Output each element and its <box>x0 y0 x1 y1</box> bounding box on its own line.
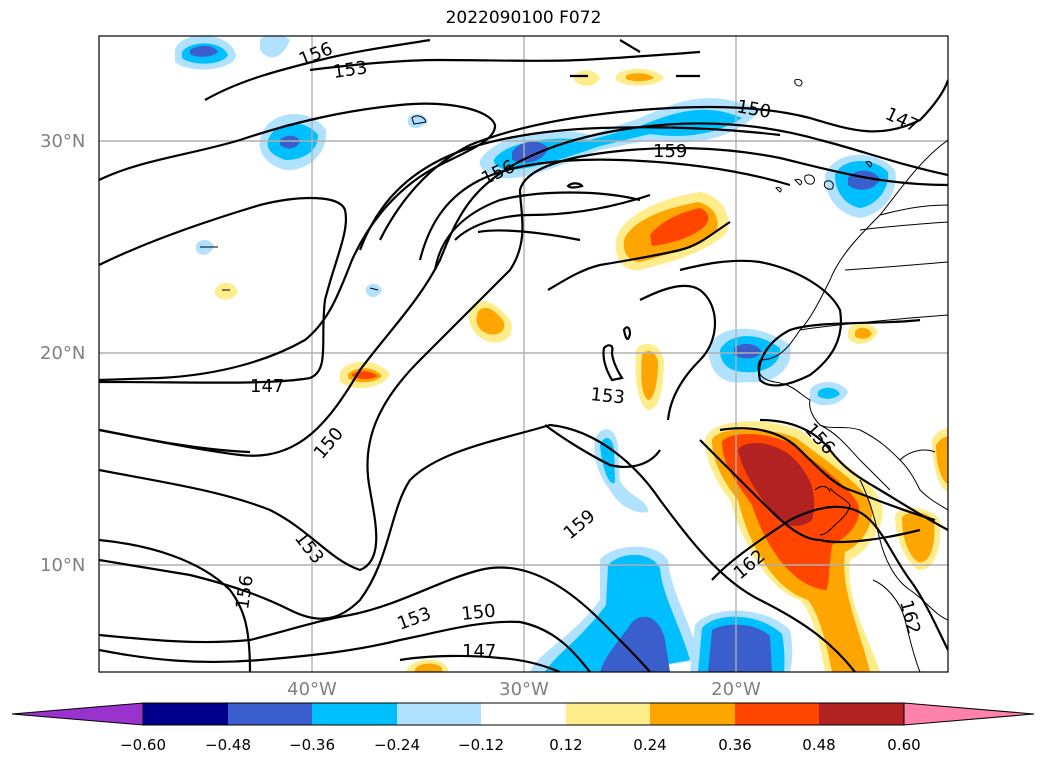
small-contours <box>200 115 427 291</box>
plot-frame <box>98 35 949 673</box>
colorbar-tick: 0.12 <box>549 736 583 754</box>
colorbar-segment <box>481 703 566 725</box>
colorbar-segment <box>312 703 397 725</box>
contour-label: 147 <box>250 376 284 397</box>
contour-label: 156 <box>296 38 336 70</box>
colorbar-tick: 0.48 <box>802 736 836 754</box>
contour-label: 162 <box>895 598 924 637</box>
lat-label-30n: 30°N <box>40 131 86 152</box>
lat-label-10n: 10°N <box>40 555 86 576</box>
colorbar-segment <box>143 703 228 725</box>
colorbar-tick: −0.36 <box>289 736 335 754</box>
colorbar-tick: 0.60 <box>887 736 921 754</box>
contour-label: 153 <box>332 57 369 83</box>
lon-label-30w: 30°W <box>499 679 549 700</box>
colorbar-extend-low <box>11 702 144 726</box>
colorbar-segment <box>650 703 735 725</box>
contour-label: 150 <box>460 600 496 624</box>
contour-label: 153 <box>589 384 625 408</box>
map-title: 2022090100 F072 <box>445 8 602 28</box>
height-contours <box>99 38 948 672</box>
contour-label: 156 <box>232 574 258 611</box>
colorbar-segment <box>397 703 481 725</box>
contour-label: 153 <box>395 603 434 634</box>
contour-label: 147 <box>462 641 496 662</box>
colorbar-segment <box>819 703 904 725</box>
colorbar-tick: −0.48 <box>205 736 251 754</box>
colorbar-tick: 0.24 <box>633 736 667 754</box>
colorbar-tick: −0.12 <box>458 736 504 754</box>
graticule <box>99 36 948 672</box>
lat-label-20n: 20°N <box>40 343 86 364</box>
colorbar-extend-high <box>903 702 1035 726</box>
contour-label: 159 <box>560 506 600 544</box>
colorbar-segment <box>566 703 650 725</box>
contour-label: 147 <box>882 103 922 137</box>
contour-label: 153 <box>290 528 328 568</box>
contour-label: 159 <box>653 141 687 162</box>
lon-label-20w: 20°W <box>711 679 761 700</box>
colorbar <box>11 702 1035 726</box>
colorbar-segment <box>228 703 312 725</box>
colorbar-tick: −0.24 <box>374 736 420 754</box>
lon-label-40w: 40°W <box>287 679 337 700</box>
colorbar-tick: −0.60 <box>120 736 166 754</box>
colorbar-segment <box>735 703 819 725</box>
colorbar-tick: 0.36 <box>718 736 752 754</box>
